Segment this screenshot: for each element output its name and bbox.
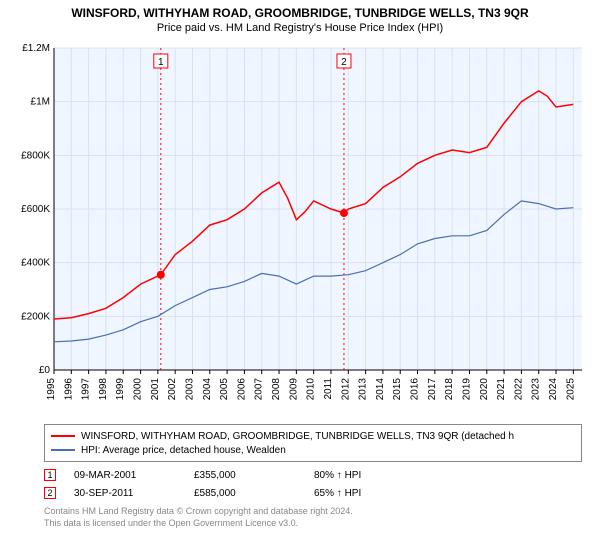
svg-text:2009: 2009 [288, 378, 299, 401]
svg-text:2010: 2010 [306, 378, 317, 401]
data-date: 09-MAR-2001 [74, 470, 194, 481]
svg-text:2000: 2000 [133, 378, 144, 401]
svg-text:£200K: £200K [21, 311, 50, 322]
svg-text:2023: 2023 [531, 378, 542, 401]
data-price: £585,000 [194, 488, 314, 499]
chart-area: £0 £200K £400K £600K £800K £1M £1.2M 1995 1996 19… [10, 38, 590, 418]
legend-label-hpi: HPI: Average price, detached house, Weal… [81, 445, 286, 456]
chart-subtitle: Price paid vs. HM Land Registry's House … [0, 20, 600, 38]
svg-text:1995: 1995 [46, 378, 57, 401]
credits: Contains HM Land Registry data © Crown c… [44, 506, 582, 529]
svg-text:2014: 2014 [375, 378, 386, 401]
svg-text:2022: 2022 [513, 378, 524, 401]
legend: WINSFORD, WITHYHAM ROAD, GROOMBRIDGE, TU… [44, 424, 582, 462]
svg-text:2011: 2011 [323, 378, 334, 400]
credits-line1: Contains HM Land Registry data © Crown c… [44, 506, 582, 518]
svg-text:£600K: £600K [21, 204, 50, 215]
chart-title: WINSFORD, WITHYHAM ROAD, GROOMBRIDGE, TU… [0, 0, 600, 20]
credits-line2: This data is licensed under the Open Gov… [44, 518, 582, 530]
svg-text:£800K: £800K [21, 150, 50, 161]
svg-text:2013: 2013 [358, 378, 369, 401]
data-pct: 80% ↑ HPI [314, 470, 434, 481]
marker-badge-2: 2 [44, 487, 56, 499]
svg-text:1997: 1997 [81, 378, 92, 401]
svg-text:1: 1 [158, 57, 164, 68]
data-row: 1 09-MAR-2001 £355,000 80% ↑ HPI [44, 466, 582, 484]
svg-text:£0: £0 [39, 365, 51, 376]
legend-swatch-hpi [51, 449, 75, 451]
svg-text:£1.2M: £1.2M [22, 43, 50, 54]
svg-text:2008: 2008 [271, 378, 282, 401]
data-rows: 1 09-MAR-2001 £355,000 80% ↑ HPI 2 30-SE… [44, 466, 582, 502]
svg-text:2007: 2007 [254, 378, 265, 401]
line-chart: £0 £200K £400K £600K £800K £1M £1.2M 1995 1996 19… [10, 38, 590, 418]
svg-text:£1M: £1M [31, 97, 50, 108]
svg-text:2002: 2002 [167, 378, 178, 401]
svg-text:1999: 1999 [115, 378, 126, 401]
svg-text:1998: 1998 [98, 378, 109, 401]
svg-text:2019: 2019 [461, 378, 472, 401]
svg-text:2001: 2001 [150, 378, 161, 401]
svg-text:2020: 2020 [479, 378, 490, 401]
data-price: £355,000 [194, 470, 314, 481]
svg-text:2021: 2021 [496, 378, 507, 401]
legend-label-property: WINSFORD, WITHYHAM ROAD, GROOMBRIDGE, TU… [81, 431, 514, 442]
svg-text:2004: 2004 [202, 378, 213, 401]
svg-text:1996: 1996 [63, 378, 74, 401]
legend-row: WINSFORD, WITHYHAM ROAD, GROOMBRIDGE, TU… [51, 429, 575, 443]
svg-text:2018: 2018 [444, 378, 455, 401]
svg-text:£400K: £400K [21, 258, 50, 269]
legend-swatch-property [51, 435, 75, 437]
svg-text:2016: 2016 [410, 378, 421, 401]
marker-badge-1: 1 [44, 469, 56, 481]
svg-text:2: 2 [341, 57, 347, 68]
svg-text:2024: 2024 [548, 378, 559, 401]
data-row: 2 30-SEP-2011 £585,000 65% ↑ HPI [44, 484, 582, 502]
data-date: 30-SEP-2011 [74, 488, 194, 499]
svg-text:2003: 2003 [184, 378, 195, 401]
svg-text:2017: 2017 [427, 378, 438, 401]
svg-text:2025: 2025 [565, 378, 576, 401]
svg-text:2005: 2005 [219, 378, 230, 401]
data-pct: 65% ↑ HPI [314, 488, 434, 499]
svg-text:2006: 2006 [236, 378, 247, 401]
legend-row: HPI: Average price, detached house, Weal… [51, 443, 575, 457]
svg-text:2012: 2012 [340, 378, 351, 401]
svg-text:2015: 2015 [392, 378, 403, 401]
